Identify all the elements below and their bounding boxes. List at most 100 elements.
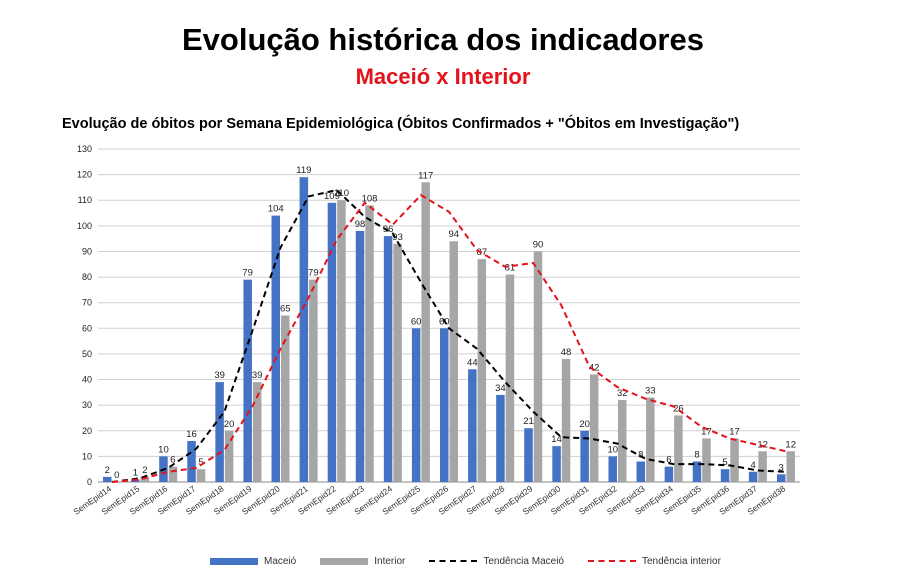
bar-interior: [702, 438, 711, 482]
y-tick-label: 20: [82, 426, 92, 436]
bar-maceio: [187, 441, 196, 482]
bar-interior: [786, 451, 795, 482]
data-label-interior: 117: [418, 170, 433, 181]
trend-line-maceio: [111, 188, 787, 483]
data-label-maceio: 16: [186, 429, 197, 440]
data-label-interior: 12: [785, 439, 796, 450]
y-tick-label: 30: [82, 400, 92, 410]
bar-interior: [617, 400, 627, 482]
data-label-interior: 81: [505, 263, 516, 274]
legend-item-trend-maceio: Tendência Maceió: [429, 556, 564, 567]
bar-interior: [646, 397, 655, 482]
bar-interior: [730, 438, 739, 482]
data-label-maceio: 44: [467, 357, 478, 368]
data-label-maceio: 34: [495, 383, 506, 394]
bar-interior: [252, 382, 262, 482]
bar-maceio: [271, 215, 281, 482]
data-label-interior: 20: [224, 419, 235, 430]
legend-label-trend-interior: Tendência interior: [641, 555, 721, 567]
chart-title: Evolução de óbitos por Semana Epidemioló…: [62, 116, 740, 132]
y-tick-label: 80: [82, 272, 92, 282]
legend-item-maceio: Maceió: [210, 556, 296, 567]
bar-maceio: [355, 230, 365, 482]
y-tick-label: 10: [82, 451, 92, 461]
data-label-interior: 32: [617, 388, 628, 399]
bar-interior: [449, 241, 458, 482]
data-label-maceio: 1: [133, 467, 138, 478]
bar-interior: [589, 374, 599, 482]
data-label-maceio: 10: [158, 444, 169, 455]
bar-interior: [196, 469, 206, 482]
y-tick-label: 70: [82, 298, 92, 308]
chart-legend: Maceió Interior Tendência Maceió Tendênc…: [210, 554, 745, 568]
data-label-maceio: 104: [268, 204, 284, 215]
data-label-maceio: 5: [722, 457, 727, 468]
bar-interior: [365, 205, 374, 482]
y-tick-label: 110: [78, 195, 92, 205]
data-label-interior: 79: [308, 268, 319, 279]
bar-maceio: [383, 236, 393, 482]
data-label-maceio: 39: [214, 370, 225, 381]
data-label-maceio: 21: [523, 416, 534, 427]
legend-item-trend-interior: Tendência interior: [587, 555, 721, 567]
y-tick-label: 130: [77, 144, 92, 154]
bar-interior: [224, 430, 234, 482]
page-subtitle: Maceió x Interior: [355, 64, 531, 89]
bar-maceio: [496, 394, 505, 482]
data-label-interior: 17: [729, 426, 740, 437]
data-label-maceio: 10: [607, 444, 618, 455]
bar-interior: [281, 315, 290, 482]
bar-interior: [674, 415, 683, 482]
data-label-maceio: 8: [694, 450, 699, 461]
data-label-interior: 2: [142, 465, 147, 476]
bar-maceio: [440, 328, 449, 482]
data-label-maceio: 4: [750, 460, 755, 471]
page-title: Evolução histórica dos indicadores: [182, 22, 704, 57]
data-label-maceio: 98: [355, 219, 366, 230]
y-tick-label: 50: [82, 349, 92, 359]
data-label-maceio: 14: [551, 434, 562, 445]
y-tick-label: 120: [77, 170, 92, 180]
data-label-interior: 65: [280, 304, 291, 315]
data-label-maceio: 6: [666, 455, 671, 466]
legend-swatch-trend-interior: [587, 560, 636, 562]
legend-item-interior: Interior: [320, 556, 405, 567]
bar-interior: [561, 359, 571, 482]
bar-maceio: [580, 430, 589, 482]
bar-interior: [309, 279, 318, 482]
bar-maceio: [299, 177, 309, 482]
data-label-interior: 12: [757, 439, 768, 450]
bar-interior: [337, 200, 346, 482]
data-label-interior: 17: [701, 426, 712, 437]
bar-maceio: [243, 279, 252, 482]
bar-maceio: [215, 382, 224, 482]
bar-maceio: [664, 466, 674, 482]
data-label-interior: 39: [252, 370, 263, 381]
legend-label-trend-maceio: Tendência Maceió: [483, 555, 564, 567]
data-label-interior: 94: [448, 229, 459, 240]
bar-maceio: [468, 369, 477, 482]
data-label-interior: 5: [198, 457, 203, 468]
bar-interior: [477, 259, 487, 482]
data-label-interior: 93: [392, 232, 403, 243]
bar-interior: [505, 274, 515, 482]
data-label-maceio: 8: [638, 450, 643, 461]
bar-maceio: [411, 328, 421, 482]
bar-interior: [168, 466, 178, 482]
y-tick-label: 90: [82, 246, 92, 256]
bar-maceio: [748, 471, 758, 482]
bar-maceio: [552, 446, 561, 482]
data-label-maceio: 2: [105, 465, 110, 476]
data-label-interior: 26: [673, 403, 684, 414]
bar-interior: [758, 451, 767, 482]
data-label-interior: 42: [589, 362, 600, 373]
bar-interior: [140, 476, 150, 482]
data-label-maceio: 20: [579, 419, 590, 430]
y-tick-label: 100: [77, 221, 92, 231]
y-tick-label: 60: [82, 323, 92, 333]
data-label-interior: 33: [645, 385, 656, 396]
bar-maceio: [608, 456, 617, 482]
data-label-interior: 0: [114, 470, 119, 481]
data-label-maceio: 3: [779, 462, 784, 473]
